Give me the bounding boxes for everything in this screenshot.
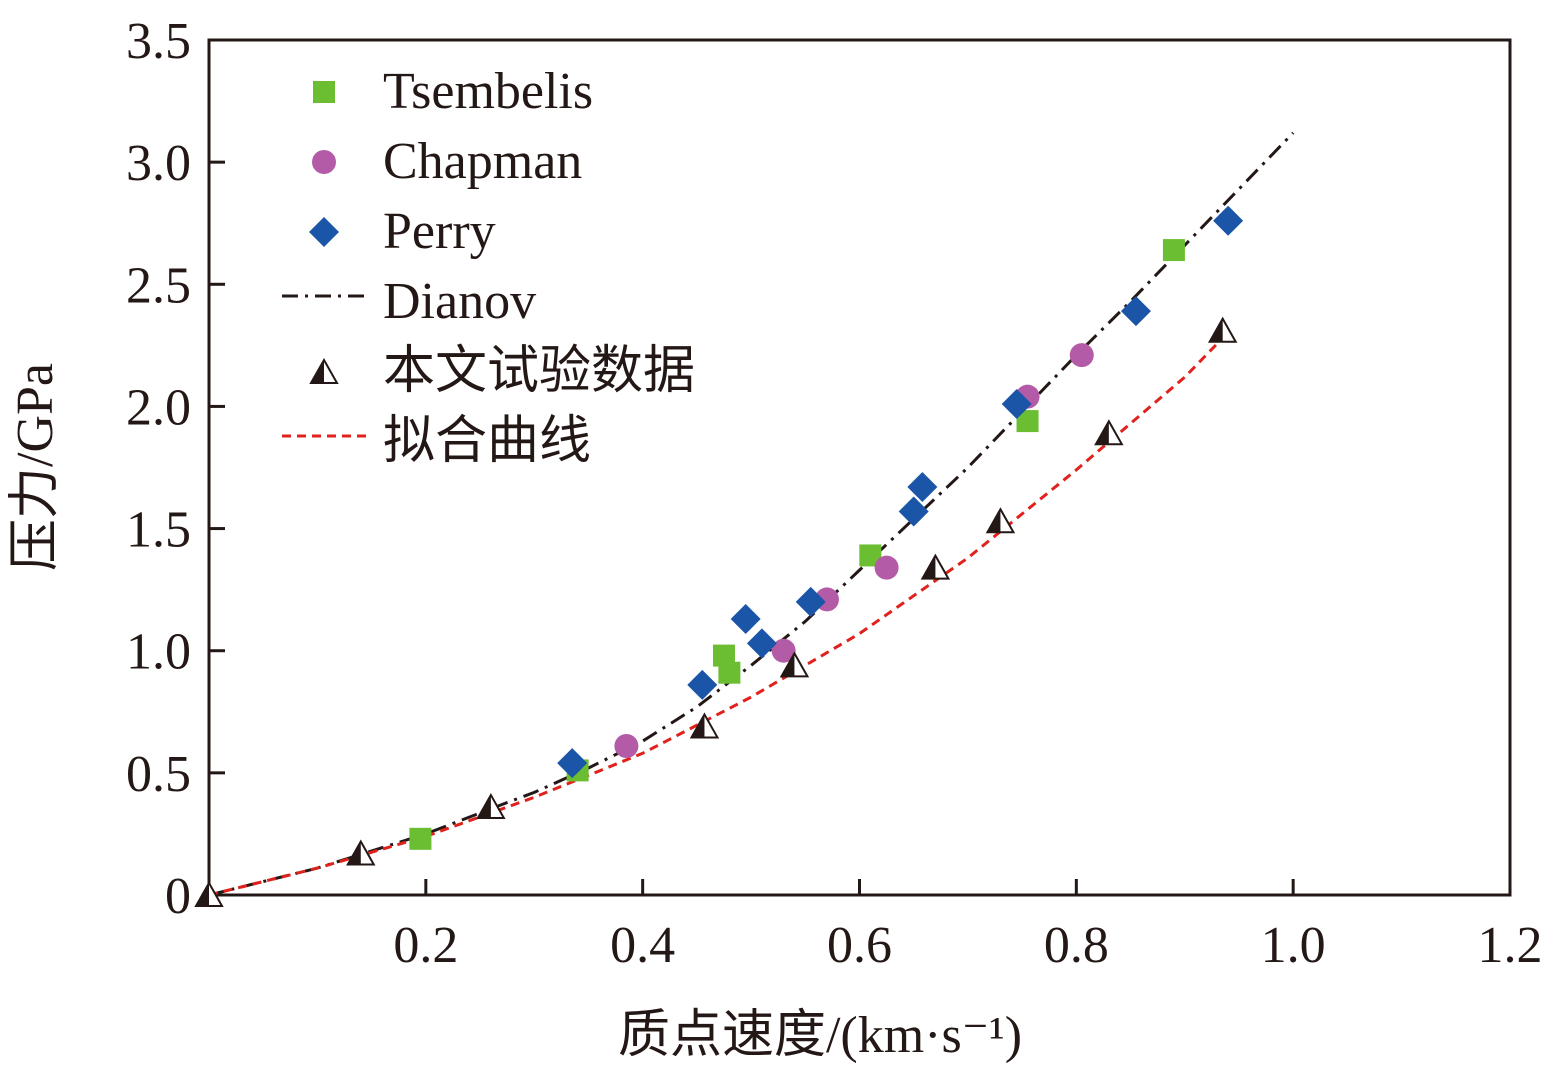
x-tick-label: 0.6	[827, 917, 892, 974]
legend-marker	[309, 357, 339, 384]
data-point	[557, 748, 588, 779]
data-point	[409, 827, 432, 850]
legend-label: 本文试验数据	[383, 343, 695, 400]
x-tick-label: 1.2	[1478, 917, 1543, 974]
data-point	[1207, 316, 1238, 343]
data-point	[1120, 296, 1151, 327]
legend-marker	[309, 217, 339, 247]
data-point	[898, 496, 929, 527]
data-point	[779, 651, 810, 678]
data-point	[1162, 239, 1185, 262]
data-point	[874, 555, 899, 580]
y-tick-label: 0.5	[126, 746, 191, 803]
data-point	[795, 586, 826, 617]
y-tick-label: 2.0	[126, 379, 191, 436]
y-tick-label: 0	[165, 868, 191, 925]
data-point	[859, 544, 882, 567]
data-point	[346, 839, 376, 866]
y-tick-label: 1.5	[126, 502, 191, 559]
x-tick-label: 1.0	[1261, 917, 1326, 974]
data-points	[194, 205, 1244, 907]
data-point	[771, 638, 796, 663]
data-point	[1213, 205, 1244, 236]
y-axis-title: 压力/GPa	[7, 363, 64, 571]
y-tick-label: 3.0	[126, 135, 191, 192]
x-axis-title: 质点速度/(km·s⁻¹)	[618, 1007, 1022, 1064]
legend-label: Perry	[383, 203, 496, 260]
data-point	[1094, 419, 1124, 446]
legend-label: Chapman	[383, 133, 582, 190]
x-axis-ticks: 0.2 0.4 0.6 0.8 1.0 1.2	[393, 879, 1543, 974]
data-point	[687, 669, 718, 700]
data-point	[730, 603, 761, 634]
y-axis-ticks: 0 0.5 1.0 1.5 2.0 2.5 3.0 3.5	[126, 13, 225, 925]
data-point	[746, 628, 777, 659]
data-point	[1001, 388, 1032, 419]
data-point	[614, 733, 639, 758]
data-point	[1069, 343, 1094, 368]
data-point	[718, 661, 741, 684]
legend-marker	[312, 150, 336, 174]
data-point	[712, 644, 735, 667]
data-point	[985, 507, 1016, 534]
x-tick-label: 0.8	[1044, 917, 1109, 974]
fit-lines	[208, 131, 1295, 897]
data-point	[689, 712, 720, 739]
y-tick-label: 3.5	[126, 13, 191, 70]
x-tick-label: 0.4	[610, 917, 675, 974]
data-point	[907, 472, 938, 503]
y-tick-label: 2.5	[126, 257, 191, 314]
series-line	[208, 336, 1224, 897]
x-tick-label: 0.2	[393, 917, 458, 974]
legend-label: Dianov	[383, 273, 536, 330]
data-point	[476, 793, 506, 820]
y-tick-label: 1.0	[126, 624, 191, 681]
legend-label: 拟合曲线	[383, 413, 591, 470]
data-point	[1016, 410, 1039, 433]
legend-marker	[313, 81, 335, 103]
legend-label: Tsembelis	[383, 63, 593, 120]
data-point	[194, 880, 224, 907]
series-line	[208, 131, 1295, 897]
data-point	[920, 553, 951, 580]
